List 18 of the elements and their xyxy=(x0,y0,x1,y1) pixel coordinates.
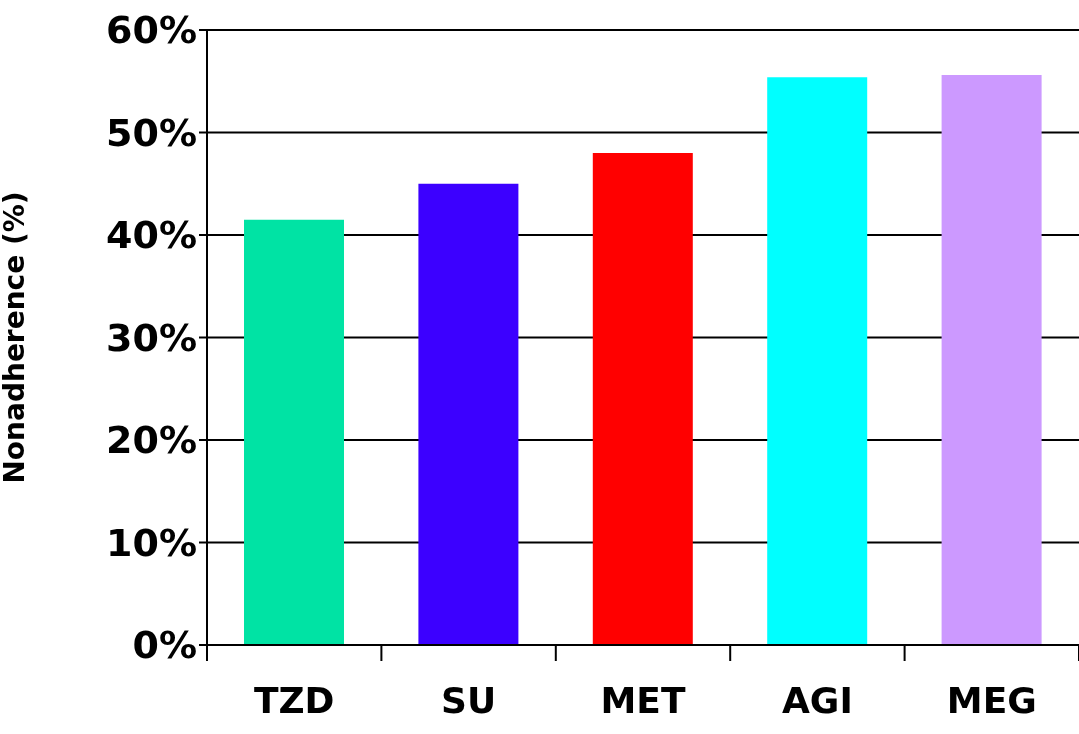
y-tick-label: 0% xyxy=(132,623,197,668)
y-tick-label: 30% xyxy=(106,315,197,360)
y-tick-label: 50% xyxy=(106,110,197,155)
y-tick-label: 20% xyxy=(106,418,197,463)
bar xyxy=(767,77,868,645)
y-tick-label: 40% xyxy=(106,213,197,258)
x-tick-label: MEG xyxy=(946,680,1037,721)
bar xyxy=(244,219,344,645)
bar xyxy=(941,75,1042,645)
x-tick-label: SU xyxy=(441,680,497,721)
bar xyxy=(418,183,519,645)
x-tick-label: MET xyxy=(600,680,686,721)
y-axis-title: Nonadherence (%) xyxy=(0,191,31,484)
x-tick-label: TZD xyxy=(253,680,335,721)
bar xyxy=(592,153,693,645)
y-tick-label: 10% xyxy=(106,520,197,565)
x-tick-label: AGI xyxy=(781,680,853,721)
y-tick-label: 60% xyxy=(106,8,197,53)
